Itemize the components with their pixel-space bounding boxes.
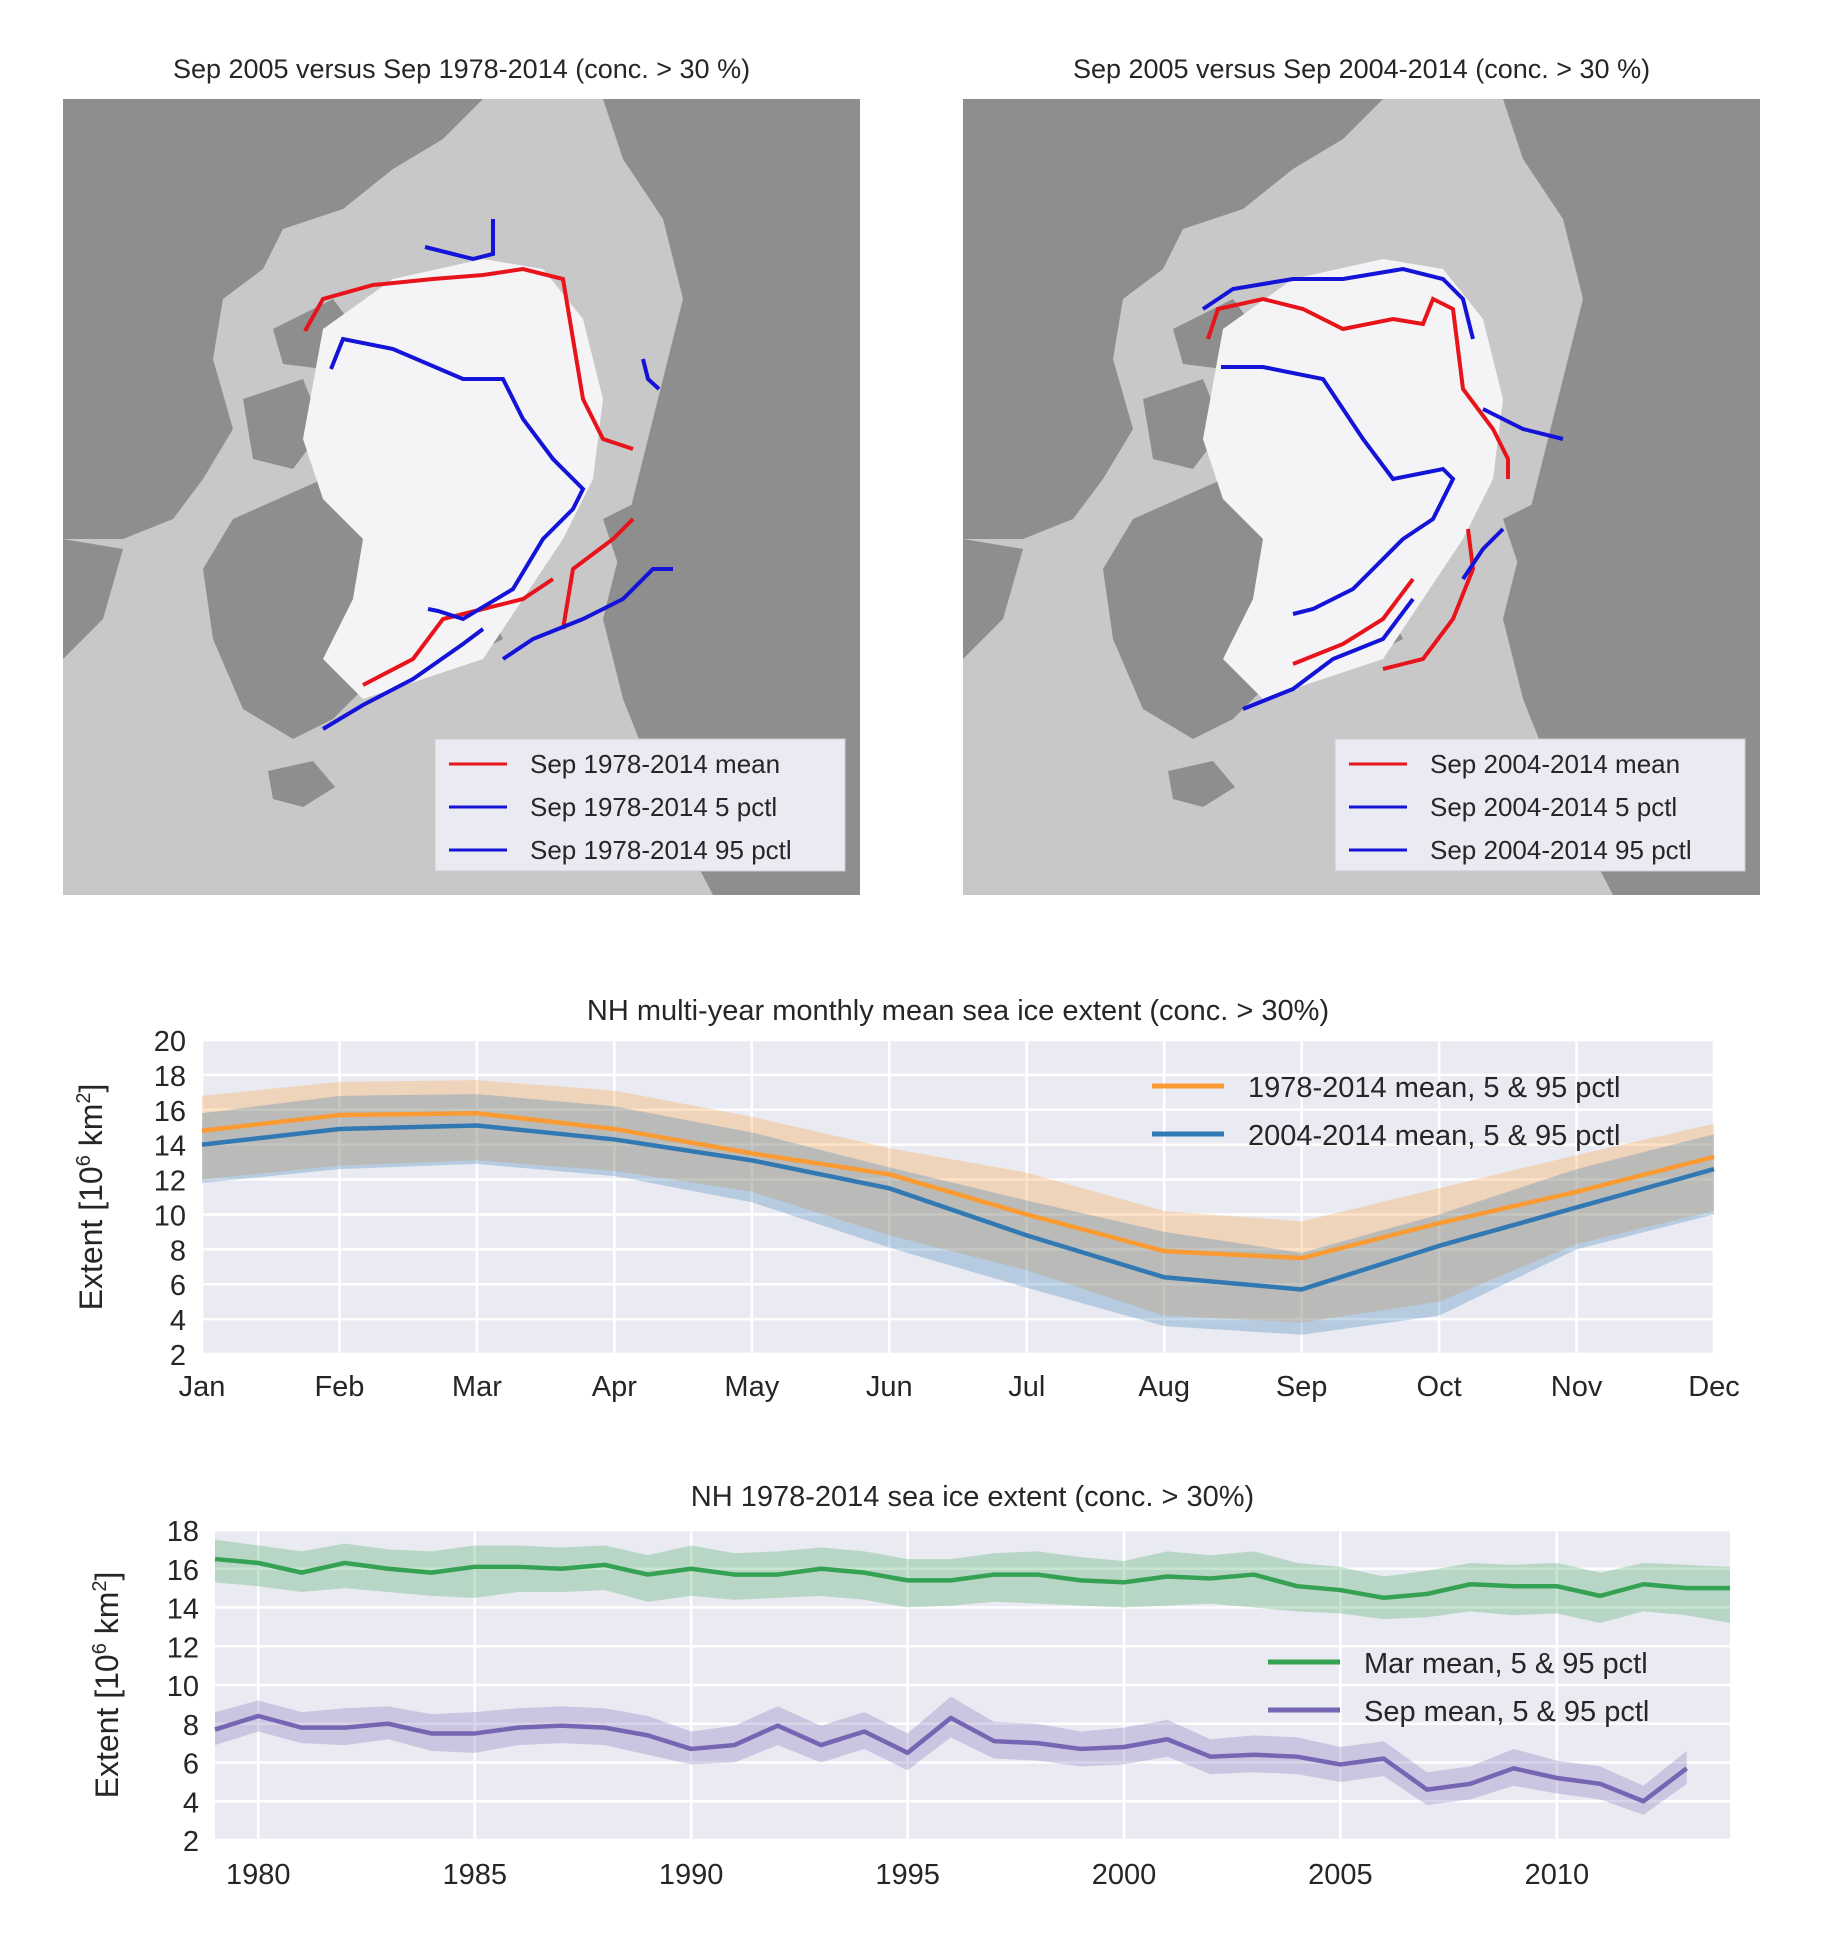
map-right-title: Sep 2005 versus Sep 2004-2014 (conc. > 3… [1072, 54, 1651, 84]
y-tick-label: 20 [154, 1026, 186, 1058]
legend-label-2: Sep mean, 5 & 95 pctl [1364, 1696, 1649, 1728]
x-tick-label: May [724, 1371, 779, 1403]
x-tick-label: Oct [1417, 1371, 1462, 1403]
chart-title: NH 1978-2014 sea ice extent (conc. > 30%… [691, 1481, 1254, 1513]
map-left-legend-p5: Sep 1978-2014 5 pctl [530, 792, 777, 822]
x-tick-label: Apr [592, 1371, 637, 1403]
x-tick-label: Mar [452, 1371, 502, 1403]
series-line-2 [201, 1123, 1715, 1292]
x-tick-label: Dec [1688, 1371, 1740, 1403]
y-tick-label: 4 [183, 1787, 199, 1819]
y-tick-label: 16 [154, 1096, 186, 1128]
y-axis-label: Extent [106 km2] [73, 1084, 109, 1311]
map-right-legend-mean: Sep 2004-2014 mean [1430, 749, 1680, 779]
x-tick-label: 2000 [1092, 1859, 1157, 1891]
y-tick-label: 10 [154, 1200, 186, 1232]
x-tick-label: 2005 [1308, 1859, 1373, 1891]
x-tick-label: 1980 [226, 1859, 291, 1891]
x-tick-label: Aug [1138, 1371, 1190, 1403]
x-tick-label: Feb [314, 1371, 364, 1403]
y-tick-label: 8 [170, 1235, 186, 1267]
x-tick-label: Jul [1008, 1371, 1045, 1403]
legend-label-1: Mar mean, 5 & 95 pctl [1364, 1648, 1648, 1680]
map-left: Sep 1978-2014 mean Sep 1978-2014 5 pctl … [63, 99, 860, 895]
y-tick-label: 12 [154, 1166, 186, 1198]
y-tick-label: 8 [183, 1710, 199, 1742]
chart-title: NH multi-year monthly mean sea ice exten… [587, 995, 1329, 1027]
y-tick-label: 16 [167, 1555, 199, 1587]
x-tick-label: 1990 [659, 1859, 724, 1891]
annual-extent-chart: NH 1978-2014 sea ice extent (conc. > 30%… [89, 1481, 1730, 1891]
y-tick-label: 14 [167, 1594, 199, 1626]
y-tick-label: 18 [154, 1061, 186, 1093]
y-tick-label: 2 [170, 1340, 186, 1372]
legend-label-2: 2004-2014 mean, 5 & 95 pctl [1248, 1120, 1620, 1152]
y-tick-label: 4 [170, 1305, 186, 1337]
map-left-legend-mean: Sep 1978-2014 mean [530, 749, 780, 779]
band-1 [202, 1080, 1714, 1323]
legend-label-1: 1978-2014 mean, 5 & 95 pctl [1248, 1072, 1620, 1104]
y-tick-label: 6 [183, 1749, 199, 1781]
y-tick-label: 6 [170, 1270, 186, 1302]
x-tick-label: Jan [179, 1371, 226, 1403]
y-tick-label: 2 [183, 1826, 199, 1858]
series-line-1 [201, 1111, 1715, 1261]
y-axis-label: Extent [106 km2] [89, 1572, 125, 1799]
x-tick-label: 1995 [875, 1859, 940, 1891]
y-tick-label: 18 [167, 1516, 199, 1548]
map-right-legend-p95: Sep 2004-2014 95 pctl [1430, 835, 1692, 865]
y-tick-label: 12 [167, 1632, 199, 1664]
map-right-legend-p5: Sep 2004-2014 5 pctl [1430, 792, 1677, 822]
map-left-title: Sep 2005 versus Sep 1978-2014 (conc. > 3… [172, 54, 751, 84]
x-tick-label: 1985 [442, 1859, 507, 1891]
map-right: Sep 2004-2014 mean Sep 2004-2014 5 pctl … [963, 99, 1760, 895]
series-line-1 [214, 1556, 1730, 1601]
x-tick-label: 2010 [1525, 1859, 1590, 1891]
x-tick-label: Sep [1276, 1371, 1328, 1403]
map-left-legend-p95: Sep 1978-2014 95 pctl [530, 835, 792, 865]
monthly-extent-chart: NH multi-year monthly mean sea ice exten… [73, 995, 1740, 1403]
band-2 [202, 1094, 1714, 1335]
plot-area [202, 1040, 1714, 1354]
band-1 [215, 1539, 1730, 1623]
y-tick-label: 14 [154, 1131, 186, 1163]
y-tick-label: 10 [167, 1671, 199, 1703]
x-tick-label: Nov [1551, 1371, 1603, 1403]
series-line-2 [214, 1713, 1689, 1804]
x-tick-label: Jun [866, 1371, 913, 1403]
